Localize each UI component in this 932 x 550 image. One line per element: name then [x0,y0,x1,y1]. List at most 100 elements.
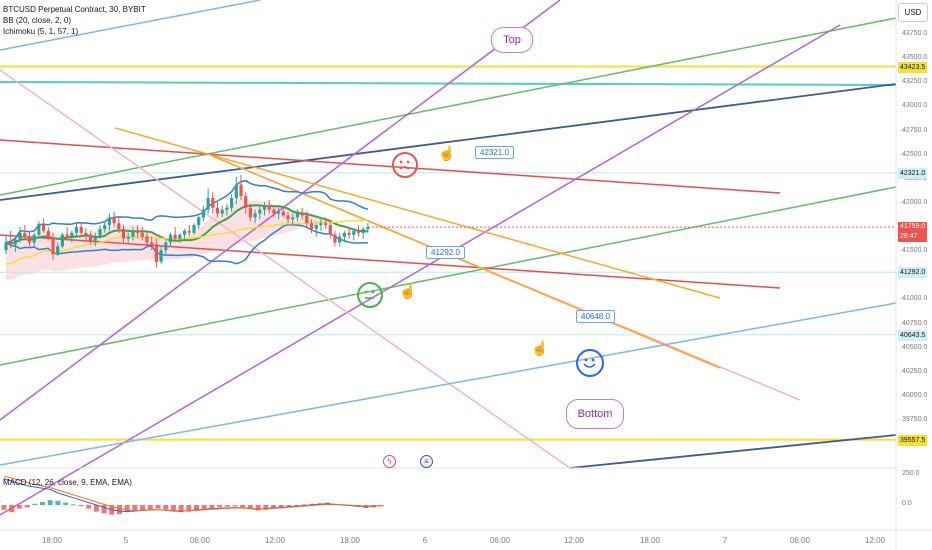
bb-legend: BB (20, close, 2, 0) [3,16,72,25]
x-tick-label: 12:00 [864,536,886,545]
drawing-lines [0,0,897,516]
macd-histogram-bar [70,504,76,506]
candle-body [197,217,201,226]
price-label: 42321.0 [898,167,928,179]
candle-body [281,211,285,216]
macd-histogram-bar [147,505,153,510]
candle-body [262,205,267,210]
macd-histogram-bar [301,504,307,506]
macd-histogram-bar [32,503,38,505]
candle-body [131,230,135,237]
candle-body [150,242,154,245]
macd-histogram-bar [309,503,315,505]
candle-body [277,211,281,214]
y-tick-label: 41000.0 [902,295,928,303]
candle-body [192,225,196,233]
candle-body [60,234,64,247]
bottom-annotation[interactable]: Bottom [566,399,624,429]
macd-histogram-bar [40,502,45,505]
candle-body [84,232,88,235]
candle-body [244,196,248,208]
candle-body [361,228,365,233]
candle-body [206,198,210,210]
macd-histogram-bar [186,505,192,512]
candle-body [46,230,50,238]
price-label: 43423.5 [898,61,928,73]
neutral-face-icon[interactable] [357,282,383,308]
x-tick-label: 7 [722,536,728,545]
candle-body [112,217,116,224]
price-label: 39557.5 [898,434,928,446]
sad-face-icon[interactable] [392,152,418,178]
pointing-hand-icon[interactable]: ☝ [531,340,549,356]
candle-body [267,205,271,210]
happy-face-icon[interactable] [576,349,604,377]
macd-histogram-bar [278,505,284,508]
lightning-event-icon[interactable]: ϟ [383,455,396,468]
candle-body [328,225,332,235]
pointing-hand-icon[interactable]: ☝ [399,283,417,299]
trend-line [569,434,897,469]
callout-41292[interactable]: 41292.0 [426,246,465,259]
trend-line [0,234,781,289]
candle-body [248,207,252,218]
macd-histogram-bar [93,505,99,512]
trend-line [0,302,897,466]
x-tick-label: 18:00 [639,536,661,545]
candle-body [338,236,342,243]
candle-body [107,217,111,226]
candles [4,174,370,268]
candle-body [121,228,126,239]
candle-body [187,230,191,233]
us-flag-event-icon[interactable]: ≡ [420,455,433,468]
candle-body [183,230,187,235]
macd-tick-label: 250.0 [902,470,920,477]
candle-body [272,209,276,214]
macd-histogram-bar [24,505,30,508]
x-tick-label: 06:00 [789,536,811,545]
price-label: 40643.5 [898,329,928,341]
pointing-hand-icon[interactable]: ☝ [438,145,456,161]
y-tick-label: 43750.0 [902,30,928,37]
currency-button[interactable]: USD [898,3,928,22]
candle-body [93,236,97,241]
x-tick-label: 12:00 [563,536,585,545]
macd-histogram-bar [294,505,300,506]
macd-histogram-bar [117,505,122,514]
candle-body [42,224,46,231]
callout-42321[interactable]: 42321.0 [475,146,514,159]
candle-body [74,227,79,233]
candle-body [352,230,356,235]
candle-body [89,234,93,241]
macd-histogram-bar [78,505,84,507]
candle-body [145,236,149,243]
macd-histogram-bar [47,500,53,505]
candle-body [164,242,168,251]
candle-body [309,223,314,229]
callout-40648[interactable]: 40648.0 [576,310,615,323]
trend-line [0,83,897,201]
candle-body [13,239,17,245]
y-tick-label: 43000.0 [902,102,928,110]
top-annotation[interactable]: Top [491,27,533,53]
y-tick-label: 40000.0 [902,391,928,399]
symbol-title: BTCUSD Perpetual Contract, 30, BYBIT [3,5,146,14]
macd-histogram-bar [263,505,269,510]
trend-line [114,127,721,299]
x-tick-label: 18:00 [41,536,63,545]
trend-line [0,17,897,196]
macd-histogram-bar [9,505,15,513]
y-tick-label: 40250.0 [902,367,928,375]
macd-histogram-bar [240,505,246,508]
ichimoku-legend: Ichimoku (5, 1, 57, 1) [3,27,79,36]
candle-body [140,232,144,237]
candle-body [253,213,257,218]
candle-body [347,232,351,235]
macd-histogram-bar [124,505,130,513]
candle-body [258,209,262,214]
price-label: 41759.0 28:47 [898,222,928,243]
macd-histogram-bar [132,505,138,511]
